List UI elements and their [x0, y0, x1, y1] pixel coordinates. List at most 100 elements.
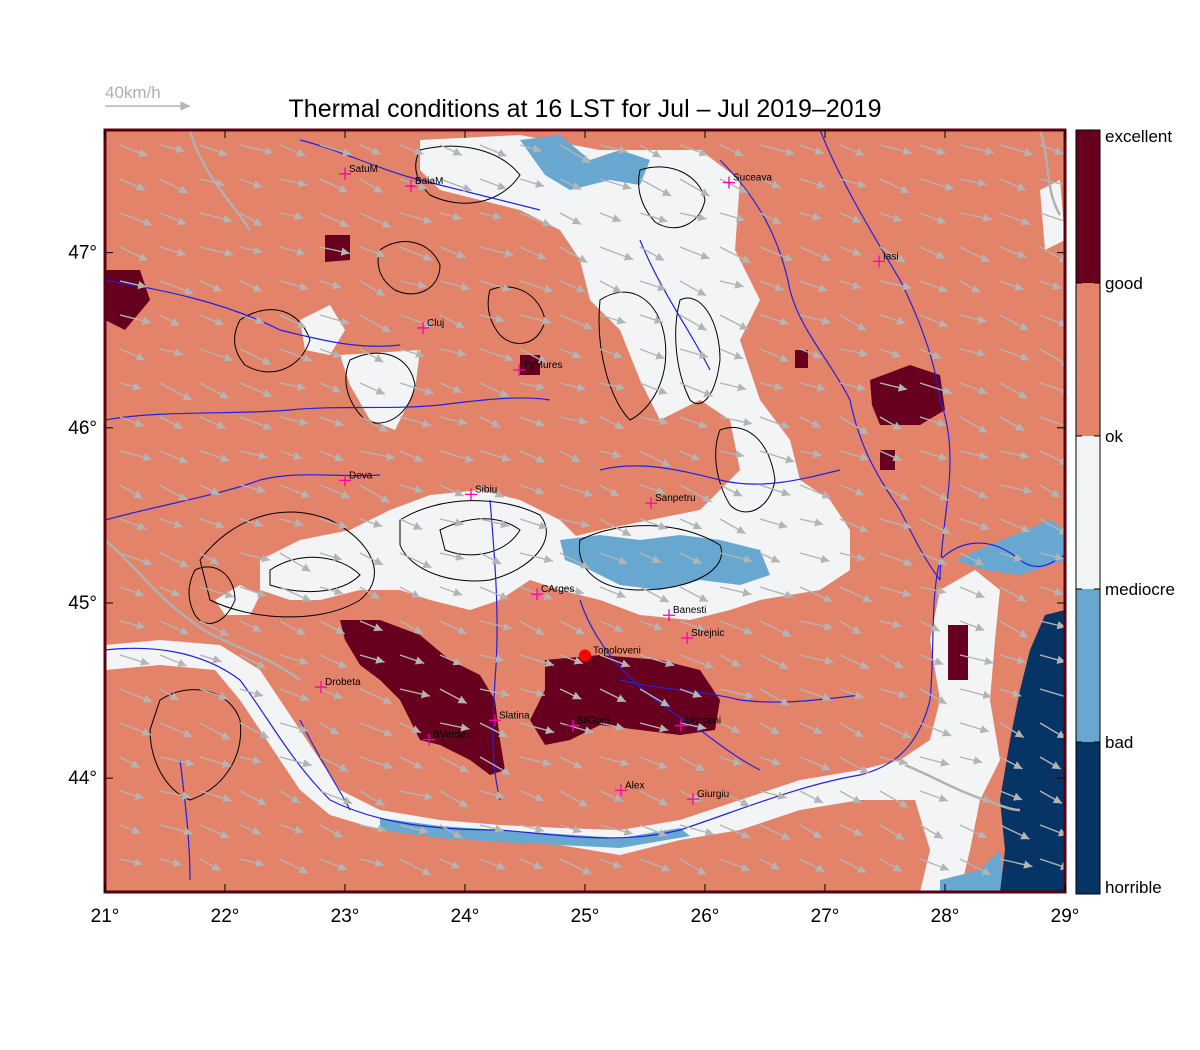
- city-label: SatuM: [349, 164, 378, 175]
- wind-arrow: [799, 212, 822, 221]
- wind-arrow: [159, 824, 193, 836]
- highlight-location: Topoloveni: [579, 646, 641, 662]
- wind-arrow: [399, 314, 434, 328]
- wind-arrow: [919, 620, 941, 632]
- wind-arrow: [679, 552, 703, 565]
- wind-arrow: [199, 620, 230, 637]
- wind-arrow: [959, 722, 990, 734]
- wind-arrow: [119, 518, 147, 530]
- region-ok-carpathians-north: [420, 135, 850, 620]
- wind-arrow: [119, 144, 149, 157]
- wind-arrow: [519, 314, 552, 325]
- wind-arrow: [1039, 212, 1065, 226]
- wind-arrow: [599, 620, 624, 633]
- wind-arrow: [279, 824, 304, 834]
- wind-arrow: [999, 314, 1029, 331]
- region-excellent-east-small: [795, 350, 808, 368]
- wind-arrow: [479, 552, 502, 565]
- wind-arrow: [959, 654, 994, 666]
- wind-arrow: [999, 484, 1033, 495]
- wind-arrow: [639, 552, 662, 564]
- wind-arrow: [439, 382, 463, 394]
- wind-arrow: [599, 484, 620, 497]
- wind-arrow: [559, 212, 582, 226]
- wind-arrow: [239, 790, 267, 806]
- wind-arrow: [919, 348, 942, 360]
- wind-arrow: [879, 688, 908, 699]
- wind-arrow: [799, 348, 822, 359]
- wind-arrow: [119, 654, 150, 666]
- wind-arrow: [479, 348, 515, 362]
- wind-arrow: [1039, 518, 1065, 535]
- wind-arrow: [359, 246, 386, 258]
- wind-arrow: [159, 620, 190, 635]
- wind-arrow: [639, 178, 672, 197]
- wind-arrow: [319, 144, 352, 157]
- wind-arrow: [679, 722, 707, 731]
- wind-arrow: [119, 348, 146, 361]
- wind-arrow: [879, 144, 912, 156]
- wind-arrow: [199, 790, 233, 803]
- wind-arrow: [519, 756, 552, 767]
- wind-arrow: [239, 654, 267, 669]
- wind-arrow: [799, 518, 824, 527]
- wind-arrow: [919, 586, 947, 595]
- wind-arrow: [959, 280, 981, 294]
- x-tick-label: 24°: [451, 906, 480, 927]
- wind-arrow: [199, 756, 232, 768]
- wind-arrow: [239, 314, 265, 325]
- wind-arrow: [799, 314, 832, 325]
- region-mediocre-south-carpathians: [560, 535, 770, 590]
- wind-arrow: [519, 178, 545, 188]
- wind-arrow: [959, 620, 985, 632]
- wind-arrow: [399, 450, 424, 462]
- wind-arrow: [239, 756, 262, 765]
- wind-arrow: [759, 586, 794, 599]
- wind-arrow: [439, 586, 463, 597]
- wind-arrow: [759, 858, 781, 870]
- wind-arrow: [1039, 416, 1065, 430]
- wind-arrow: [799, 824, 823, 839]
- wind-arrow: [239, 484, 266, 494]
- wind-arrow: [319, 246, 350, 256]
- wind-arrow: [399, 178, 428, 191]
- wind-arrow: [719, 246, 752, 264]
- wind-arrow: [599, 382, 626, 391]
- wind-arrow: [839, 246, 862, 257]
- wind-arrow: [1039, 144, 1064, 155]
- x-tick-label: 28°: [931, 906, 960, 927]
- wind-arrow: [319, 518, 348, 529]
- colorbar-label-bad: bad: [1105, 733, 1133, 752]
- city-label: SilGum: [577, 716, 610, 727]
- wind-arrow: [799, 654, 834, 665]
- wind-arrow: [679, 314, 707, 331]
- wind-arrow: [479, 246, 514, 258]
- wind-arrow: [799, 552, 830, 564]
- wind-arrow: [359, 348, 384, 363]
- wind-arrow: [759, 348, 789, 362]
- wind-arrow: [399, 620, 424, 634]
- wind-arrow: [839, 824, 864, 837]
- wind-arrow: [159, 450, 189, 464]
- wind-arrow: [639, 756, 668, 769]
- wind-arrow: [479, 484, 505, 498]
- wind-arrow: [799, 688, 832, 702]
- wind-arrow: [879, 484, 910, 501]
- wind-arrow: [879, 382, 908, 392]
- region-excellent-dobrogea: [948, 625, 968, 680]
- wind-arrow: [319, 858, 348, 871]
- wind-arrow: [759, 688, 790, 706]
- wind-arrow: [639, 688, 670, 708]
- wind-arrow: [759, 416, 791, 429]
- y-tick-label: 44°: [68, 768, 97, 789]
- wind-arrow: [359, 518, 383, 528]
- wind-arrow: [559, 586, 584, 596]
- wind-arrow: [159, 518, 183, 529]
- wind-arrow: [879, 178, 910, 194]
- wind-arrow: [119, 858, 144, 867]
- wind-arrow: [679, 858, 707, 876]
- wind-arrow: [959, 858, 992, 876]
- wind-arrow: [279, 552, 312, 573]
- wind-arrow: [959, 518, 990, 531]
- wind-arrow: [319, 348, 343, 359]
